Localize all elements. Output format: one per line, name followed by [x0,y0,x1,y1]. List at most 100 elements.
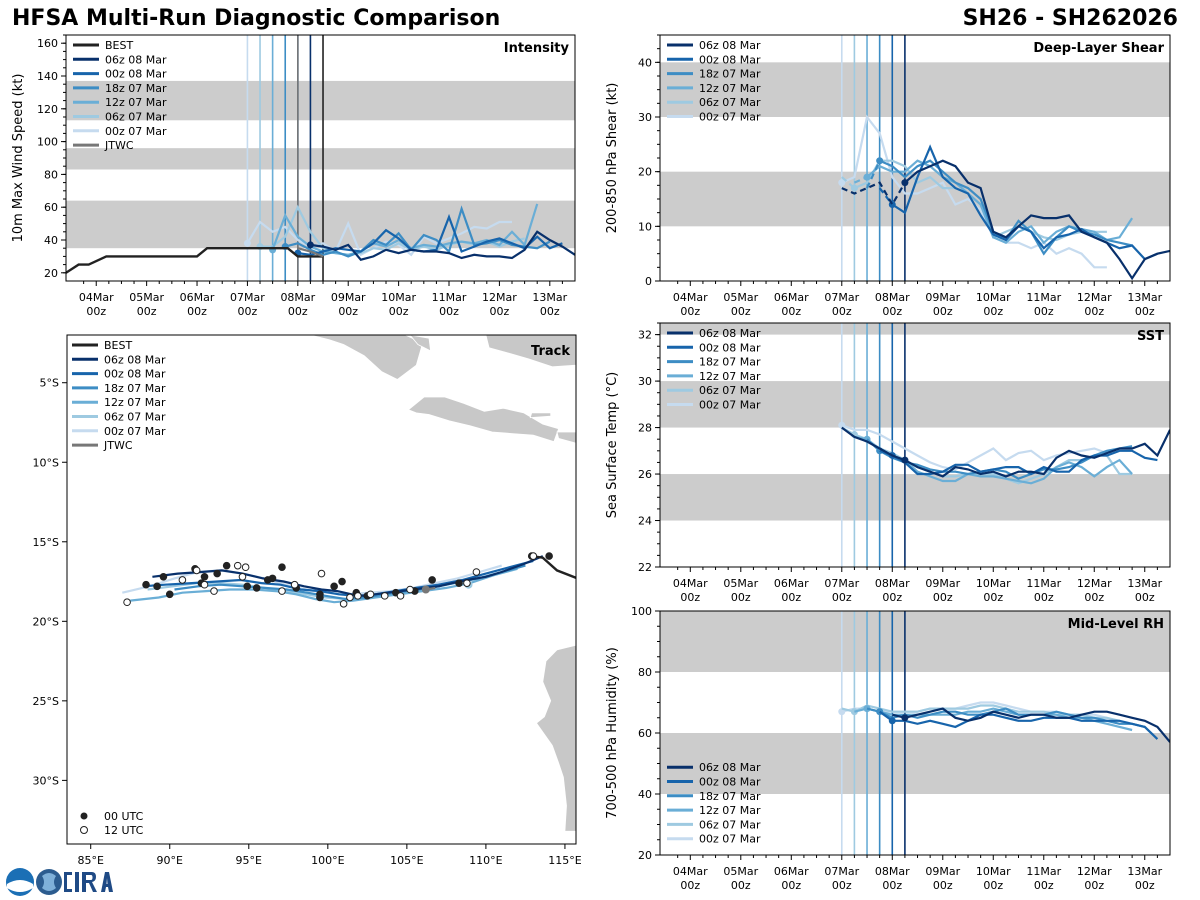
legend-label: 00z 07 Mar [104,425,166,438]
init-point-marker [838,421,846,429]
y-tick-label: 24 [638,515,652,528]
x-tick-label-date: 12Mar [1077,865,1112,878]
land-sumatra [310,335,424,380]
legend-label: 00 UTC [104,810,144,823]
marker-12utc [233,561,242,570]
x-tick-label-hour: 00z [1135,305,1155,318]
series-line [879,449,1158,476]
marker-12utc [238,572,247,581]
marker-00utc [338,577,346,586]
marker-12utc [241,563,250,572]
land-madura [529,412,552,419]
marker-00utc [252,584,261,592]
figure-title: HFSA Multi-Run Diagnostic Comparison [12,6,501,31]
marker-00utc [213,569,221,578]
y-axis-label: 10m Max Wind Speed (kt) [11,74,26,243]
x-tick-label-date: 08Mar [875,291,910,304]
legend-label: 12z 07 Mar [105,96,167,109]
y-tick-label: 100 [631,605,652,618]
plot-area: 01020304004Mar00z05Mar00z06Mar00z07Mar00… [605,34,1171,318]
legend-label: 00z 08 Mar [699,341,761,354]
x-tick-label-hour: 00z [680,879,700,892]
x-tick-label-date: 05Mar [723,291,758,304]
legend-marker-12utc [80,826,88,834]
y-tick-label: 25°S [33,695,59,708]
legend-label: 06z 07 Mar [105,111,167,124]
legend-label: 06z 08 Mar [105,53,167,66]
x-tick-label-date: 07Mar [824,577,859,590]
series-line [892,707,1170,743]
jtwc-position-marker [421,585,430,594]
legend-label: 06z 08 Mar [699,327,761,340]
x-tick-label-date: 07Mar [824,865,859,878]
x-tick-label-hour: 00z [1034,305,1054,318]
init-point-marker [901,714,909,722]
series-line-analysis [841,181,906,207]
init-point-marker [888,717,896,725]
marker-00utc [159,572,168,581]
y-tick-label: 15°S [33,536,59,549]
y-tick-label: 20 [638,166,652,179]
shaded-band [66,80,575,121]
marker-12utc [290,580,299,589]
y-tick-label: 32 [638,329,652,342]
legend-label: 06z 07 Mar [104,411,166,424]
y-tick-label: 0 [645,275,652,288]
x-tick-label-date: 11Mar [432,291,467,304]
plot-content [660,611,1170,855]
y-tick-label: 120 [37,103,58,116]
legend-label: 06z 08 Mar [699,39,761,52]
x-tick-label: 85°E [77,854,103,867]
x-tick-label-hour: 00z [832,305,852,318]
legend-label: 00z 08 Mar [104,368,166,381]
shaded-band [66,148,575,170]
legend-label: JTWC [103,439,133,452]
x-tick-label-hour: 00z [983,879,1003,892]
legend-label: 18z 07 Mar [104,382,166,395]
x-tick-label-hour: 00z [933,591,953,604]
marker-12utc [123,598,131,607]
y-axis-label: Sea Surface Temp (°C) [605,372,620,519]
y-tick-label: 10°S [33,456,59,469]
x-tick-label-hour: 00z [1135,879,1155,892]
y-tick-label: 60 [44,201,58,214]
y-tick-label: 5°S [40,377,59,390]
y-axis-label: 200-850 hPa Shear (kt) [605,83,620,234]
x-tick-label-date: 09Mar [925,577,960,590]
x-tick-label-hour: 00z [1084,305,1104,318]
panel-title: Mid-Level RH [1068,617,1164,632]
y-tick-label: 80 [638,666,652,679]
x-tick-label-date: 13Mar [532,291,567,304]
x-tick-label-date: 08Mar [875,865,910,878]
init-point-marker [901,456,909,464]
series-line [310,230,575,261]
legend-label: 12z 07 Mar [699,370,761,383]
axes-frame [659,322,1171,568]
legend-label: 18z 07 Mar [105,82,167,95]
cira-logo [6,868,113,896]
shaded-band [660,733,1170,794]
series-line-analysis [866,160,881,189]
x-tick-label: 110°E [469,854,502,867]
x-tick-label-hour: 00z [680,305,700,318]
land-java [407,396,560,443]
x-tick-label-hour: 00z [86,305,106,318]
y-tick-label: 28 [638,422,652,435]
track-map: 85°E 90°E 95°E 100°E 105°E 110°E 115°E 5°S 10°S 1… [33,334,582,867]
x-tick-label-hour: 00z [137,305,157,318]
x-tick-label-hour: 00z [983,591,1003,604]
x-tick-label-date: 11Mar [1026,577,1061,590]
shaded-band [660,62,1170,117]
marker-00utc [330,582,338,591]
legend-label: 18z 07 Mar [699,356,761,369]
plot-area: 2040608010004Mar00z05Mar00z06Mar00z07Mar… [605,605,1171,892]
x-tick-label-hour: 00z [933,879,953,892]
x-tick-label: 100°E [311,854,344,867]
x-tick-label-date: 04Mar [673,865,708,878]
marker-00utc [545,552,553,560]
series-line-analysis [878,187,894,206]
x-tick-label-date: 12Mar [1077,577,1112,590]
legend-label: 18z 07 Mar [699,68,761,81]
x-tick-label-hour: 00z [731,591,751,604]
x-tick-label-date: 10Mar [381,291,416,304]
